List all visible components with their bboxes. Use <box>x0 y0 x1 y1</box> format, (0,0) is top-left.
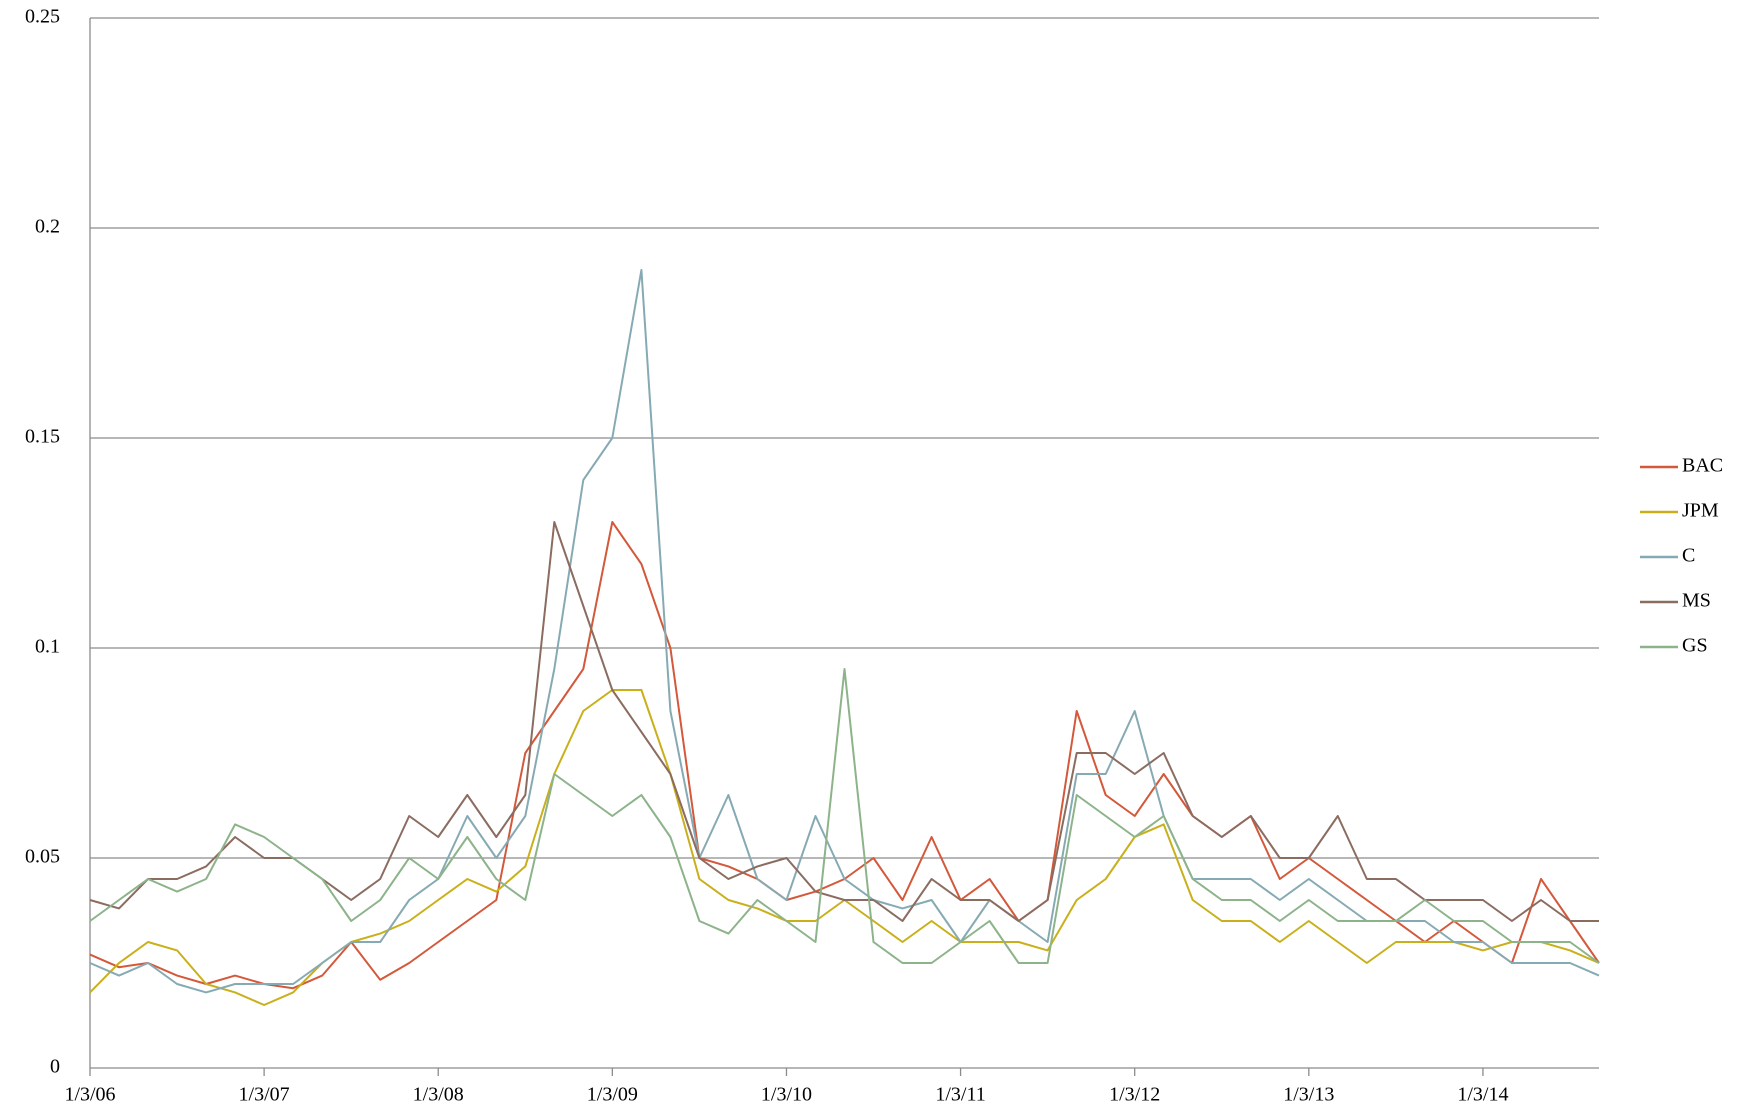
x-tick-label: 1/3/12 <box>1109 1084 1160 1106</box>
y-tick-label: 0.1 <box>35 636 60 658</box>
x-tick-label: 1/3/13 <box>1283 1084 1334 1106</box>
series-line <box>89 521 1600 990</box>
legend-label: C <box>1682 545 1695 567</box>
legend-label: GS <box>1682 635 1708 657</box>
y-tick-label: 0.25 <box>25 6 60 28</box>
x-tick-label: 1/3/14 <box>1457 1084 1508 1106</box>
x-tick-label: 1/3/08 <box>413 1084 464 1106</box>
x-tick-label: 1/3/09 <box>587 1084 638 1106</box>
legend-label: BAC <box>1682 455 1723 477</box>
x-tick-label: 1/3/07 <box>239 1084 290 1106</box>
series-line <box>89 668 1600 964</box>
legend-label: JPM <box>1682 500 1719 522</box>
y-tick-label: 0.05 <box>25 846 60 868</box>
x-tick-label: 1/3/06 <box>64 1084 115 1106</box>
x-tick-label: 1/3/11 <box>935 1084 985 1106</box>
series-line <box>89 521 1599 922</box>
x-tick-label: 1/3/10 <box>761 1084 812 1106</box>
series-line <box>89 269 1600 994</box>
y-tick-label: 0 <box>50 1056 60 1078</box>
series-line <box>89 689 1600 1006</box>
y-tick-label: 0.15 <box>25 426 60 448</box>
y-tick-label: 0.2 <box>35 216 60 238</box>
legend-label: MS <box>1682 590 1711 612</box>
